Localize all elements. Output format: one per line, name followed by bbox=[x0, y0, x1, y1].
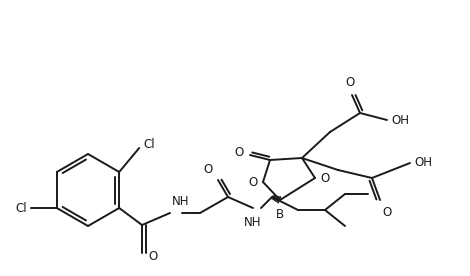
Text: B: B bbox=[276, 208, 284, 221]
Text: O: O bbox=[249, 176, 258, 189]
Text: O: O bbox=[320, 171, 329, 184]
Text: O: O bbox=[235, 145, 244, 158]
Text: Cl: Cl bbox=[143, 137, 155, 150]
Text: O: O bbox=[148, 250, 157, 262]
Text: Cl: Cl bbox=[15, 201, 27, 214]
Text: OH: OH bbox=[414, 156, 432, 169]
Text: OH: OH bbox=[391, 113, 409, 126]
Text: NH: NH bbox=[172, 195, 189, 208]
Text: O: O bbox=[345, 76, 355, 89]
Text: O: O bbox=[382, 206, 391, 219]
Text: O: O bbox=[204, 163, 213, 176]
Text: NH: NH bbox=[244, 216, 262, 229]
